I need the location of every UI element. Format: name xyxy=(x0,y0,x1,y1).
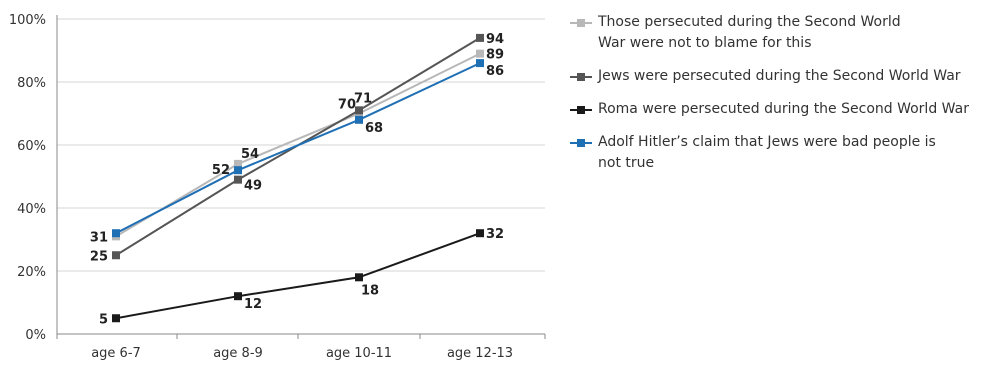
legend-item: Roma were persecuted during the Second W… xyxy=(570,99,995,120)
legend-label: Adolf Hitler’s claim that Jews were bad … xyxy=(598,134,936,171)
data-point xyxy=(112,314,120,323)
legend-swatch xyxy=(570,139,592,147)
data-label: 12 xyxy=(244,297,262,312)
data-label: 70 xyxy=(338,98,356,113)
data-labels: 31 54 70 89 25 49 71 94 5 12 18 32 52 68 86 xyxy=(90,32,504,327)
data-label: 25 xyxy=(90,249,108,264)
series-group xyxy=(112,33,484,323)
y-tick-label: 40% xyxy=(17,202,46,217)
legend-item: Adolf Hitler’s claim that Jews were bad … xyxy=(570,132,948,174)
data-point xyxy=(234,159,242,168)
y-tick-labels: 0% 20% 40% 60% 80% 100% xyxy=(9,13,46,343)
data-label: 54 xyxy=(241,147,259,162)
x-tick-label: age 10-11 xyxy=(326,346,392,361)
data-label: 89 xyxy=(486,48,504,63)
data-point xyxy=(476,59,484,68)
series-2 xyxy=(112,229,484,323)
data-label: 94 xyxy=(486,32,504,47)
legend-item: Jews were persecuted during the Second W… xyxy=(570,66,995,87)
y-tick-label: 0% xyxy=(25,328,46,343)
data-point xyxy=(476,229,484,238)
data-point xyxy=(355,106,363,115)
x-tick-labels: age 6-7 age 8-9 age 10-11 age 12-13 xyxy=(91,346,513,361)
y-tick-label: 60% xyxy=(17,139,46,154)
series-3 xyxy=(112,59,484,238)
data-point xyxy=(234,166,242,175)
legend-swatch xyxy=(570,19,592,27)
legend-swatch xyxy=(570,106,592,114)
data-label: 86 xyxy=(486,64,504,79)
data-label: 71 xyxy=(354,91,372,106)
legend: Those persecuted during the Second World… xyxy=(570,12,990,186)
data-label: 68 xyxy=(365,121,383,136)
series-line xyxy=(115,62,481,235)
data-point xyxy=(476,49,484,58)
line-chart: 0% 20% 40% 60% 80% 100% age 6-7 age 8-9 age 10-… xyxy=(9,13,546,361)
data-label: 52 xyxy=(212,163,230,178)
data-point xyxy=(355,273,363,282)
data-label: 49 xyxy=(244,179,262,194)
data-label: 32 xyxy=(486,227,504,242)
y-tick-label: 80% xyxy=(17,76,46,91)
series-line xyxy=(115,232,481,320)
data-label: 5 xyxy=(99,312,108,327)
axes xyxy=(56,15,546,339)
series-line xyxy=(115,52,481,238)
y-tick-label: 100% xyxy=(9,13,46,28)
data-point xyxy=(112,251,120,260)
data-point xyxy=(355,115,363,124)
legend-item: Those persecuted during the Second World… xyxy=(570,12,928,54)
legend-label: Those persecuted during the Second World… xyxy=(598,14,901,51)
x-tick-label: age 12-13 xyxy=(447,346,513,361)
data-point xyxy=(234,292,242,301)
data-point xyxy=(234,175,242,184)
x-tick-label: age 6-7 xyxy=(91,346,141,361)
data-point xyxy=(476,33,484,42)
legend-label: Jews were persecuted during the Second W… xyxy=(598,68,961,84)
legend-swatch xyxy=(570,73,592,81)
series-line xyxy=(115,37,481,257)
y-tick-label: 20% xyxy=(17,265,46,280)
legend-label: Roma were persecuted during the Second W… xyxy=(598,101,969,117)
data-label: 18 xyxy=(361,283,379,298)
data-point xyxy=(112,229,120,238)
series-1 xyxy=(112,33,484,260)
x-tick-label: age 8-9 xyxy=(213,346,263,361)
data-label: 31 xyxy=(90,230,108,245)
